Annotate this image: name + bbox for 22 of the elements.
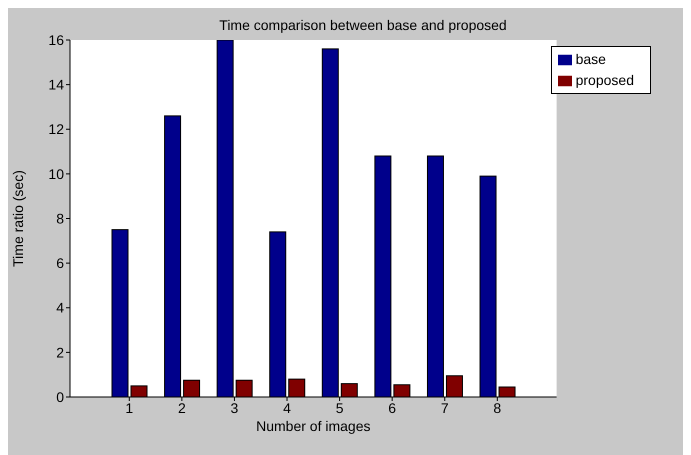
y-axis-title: Time ratio (sec) — [10, 170, 26, 267]
x-tick-label: 7 — [440, 400, 449, 416]
x-axis-title: Number of images — [256, 418, 370, 434]
y-tick-label: 4 — [56, 300, 64, 316]
chart-title: Time comparison between base and proposed — [219, 17, 507, 33]
y-tick-label: 16 — [48, 32, 64, 48]
legend-label: proposed — [576, 72, 634, 88]
x-tick-label: 3 — [230, 400, 239, 416]
y-tick-label: 2 — [56, 344, 64, 360]
x-tick-label: 1 — [125, 400, 134, 416]
y-tick-label: 8 — [56, 210, 64, 226]
legend-label: base — [576, 51, 606, 67]
x-tick-label: 6 — [388, 400, 396, 416]
y-tick-label: 6 — [56, 255, 64, 272]
x-tick-label: 2 — [178, 400, 186, 416]
y-tick-label: 0 — [56, 388, 64, 405]
y-tick-label: 12 — [48, 121, 64, 138]
y-tick-label: 14 — [48, 76, 64, 93]
x-tick-label: 4 — [283, 400, 292, 416]
x-tick-label: 8 — [493, 400, 502, 416]
x-tick-label: 5 — [336, 400, 344, 416]
y-tick-label: 10 — [48, 166, 64, 182]
